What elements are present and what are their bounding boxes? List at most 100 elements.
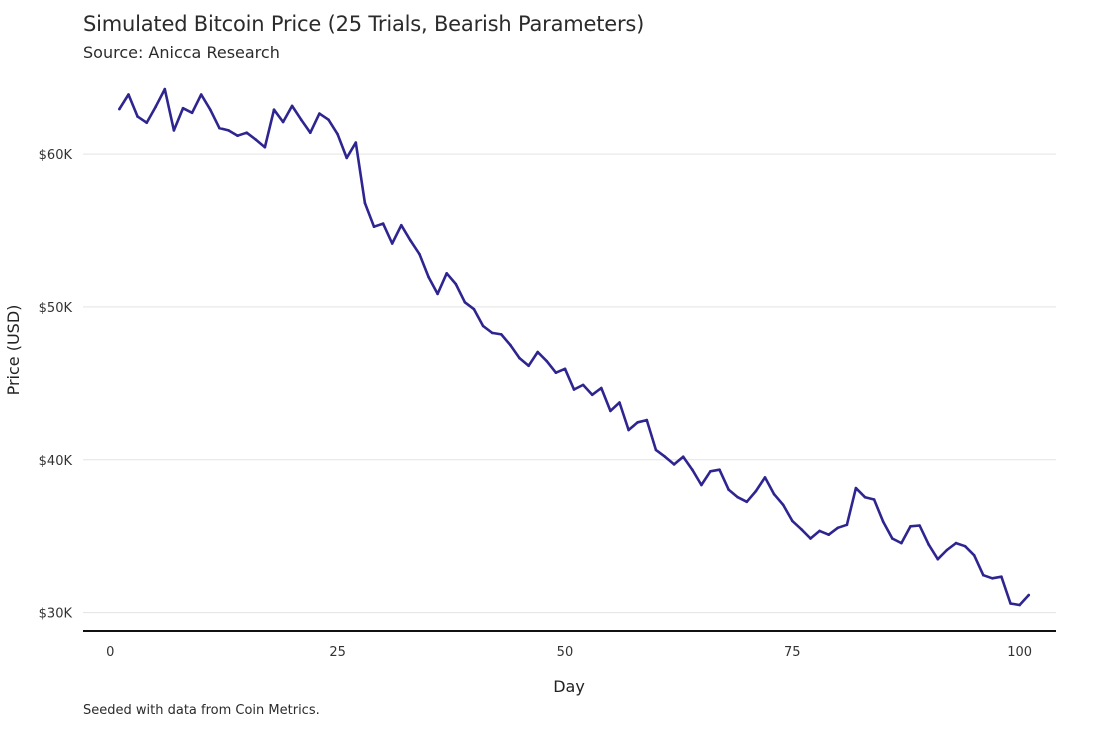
data-point [1009,602,1012,605]
data-point [472,307,476,311]
data-point [754,489,758,493]
chart-caption: Seeded with data from Coin Metrics. [83,703,320,718]
data-point [800,528,803,531]
data-point [209,108,212,111]
data-point [345,156,349,160]
data-point [363,201,367,205]
data-point [290,104,294,108]
data-point [145,121,148,124]
data-point [745,500,749,504]
data-point [736,495,739,499]
data-point [727,488,730,491]
data-point [154,105,157,108]
data-point [891,537,894,540]
data-point [400,223,403,227]
data-point [1018,603,1021,607]
data-point [918,524,921,527]
data-points [118,87,1030,607]
series-line-price [118,87,1030,607]
data-point [318,112,321,115]
data-point [1000,575,1003,578]
data-point [982,573,985,577]
data-point [663,455,667,459]
data-point [236,134,239,137]
data-point [963,544,967,548]
data-point [563,367,567,371]
data-point [881,520,885,523]
y-axis-title: Price (USD) [4,305,23,396]
data-point [372,225,376,228]
data-point [900,541,903,545]
data-point [572,388,576,391]
data-point [509,343,512,347]
data-point [190,111,194,115]
x-tick-label: 100 [1007,645,1032,660]
x-tick-label: 50 [557,645,574,660]
data-point [163,87,167,91]
data-point [199,93,203,96]
data-point [481,324,485,328]
data-point [463,301,467,304]
data-point [991,577,994,580]
data-point [445,272,449,275]
y-axis-tick-labels: $30K $40K $50K $60K [39,148,73,622]
data-point [809,537,812,540]
data-point [436,292,439,296]
data-point [863,495,867,499]
data-point [227,129,230,132]
x-tick-label: 25 [329,645,346,660]
data-point [972,554,976,557]
data-point [172,129,176,132]
data-point [654,448,658,452]
data-point [818,529,821,533]
data-point [272,108,276,111]
data-point [609,409,612,413]
x-axis-tick-labels: 0 25 50 75 100 [106,645,1032,660]
data-point [954,541,958,545]
chart-subtitle: Source: Anicca Research [83,43,280,62]
data-point [554,371,558,375]
data-point [854,486,858,490]
data-point [536,350,539,354]
x-tick-label: 0 [106,645,114,660]
data-point [309,131,312,134]
data-point [681,455,685,459]
y-tick-label: $50K [39,301,73,316]
data-point [418,252,421,256]
data-point [700,483,703,487]
y-tick-label: $30K [39,607,73,622]
data-point [718,468,721,472]
data-point [354,141,358,144]
data-point [836,526,840,530]
chart-title: Simulated Bitcoin Price (25 Trials, Bear… [83,12,645,36]
data-point [909,525,912,528]
data-point [781,503,785,507]
data-point [927,543,930,546]
data-point [618,401,621,404]
data-point [1027,593,1030,597]
data-point [709,470,712,473]
data-point [327,118,330,121]
data-point [118,107,121,111]
data-point [590,393,594,397]
y-tick-label: $60K [39,148,73,163]
data-point [936,557,940,561]
data-point [245,131,248,134]
data-point [427,275,430,279]
data-point [381,222,385,225]
data-point [527,364,530,368]
data-point [545,359,549,363]
data-point [518,356,521,360]
data-point [263,145,267,149]
data-point [691,468,694,472]
data-point [500,333,503,336]
data-point [281,120,285,124]
data-point [490,331,494,335]
data-point [627,428,630,432]
data-point [254,138,258,141]
data-point [600,386,603,390]
data-point [454,282,458,286]
data-point [336,132,339,136]
data-point [763,476,767,479]
